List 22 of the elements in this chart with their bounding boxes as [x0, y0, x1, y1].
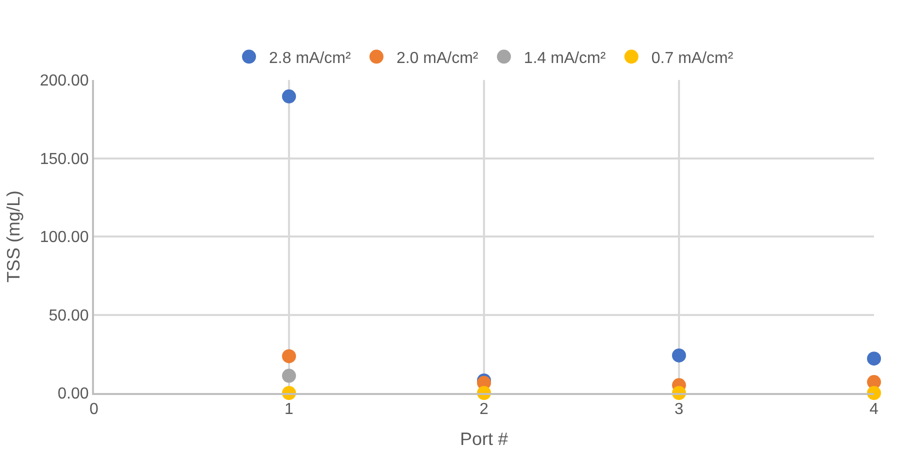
point [867, 352, 881, 366]
legend-label: 2.8 mA/cm² [269, 50, 352, 67]
y-tick-label: 200.00 [40, 72, 89, 90]
y-tick-label: 100.00 [40, 229, 89, 246]
x-tick-label: 3 [674, 401, 684, 418]
legend-label: 1.4 mA/cm² [524, 50, 606, 67]
y-axis-title: TSS (mg/L) [4, 190, 24, 283]
y-tick-label: 50.00 [48, 307, 89, 324]
x-tick-label: 0 [90, 401, 99, 418]
y-tick-label: 150.00 [40, 150, 89, 168]
point [282, 349, 296, 364]
x-tick-label: 2 [480, 401, 489, 418]
point [867, 386, 881, 400]
point [282, 368, 296, 383]
x-tick-label: 1 [284, 401, 294, 418]
legend-label: 2.0 mA/cm² [396, 50, 479, 67]
x-axis-title: Port # [460, 428, 508, 449]
point [282, 89, 296, 104]
legend-label: 0.7 mA/cm² [651, 50, 734, 67]
x-tick-label: 4 [870, 401, 879, 418]
y-tick-label: 0.00 [58, 386, 89, 403]
point [672, 348, 686, 362]
